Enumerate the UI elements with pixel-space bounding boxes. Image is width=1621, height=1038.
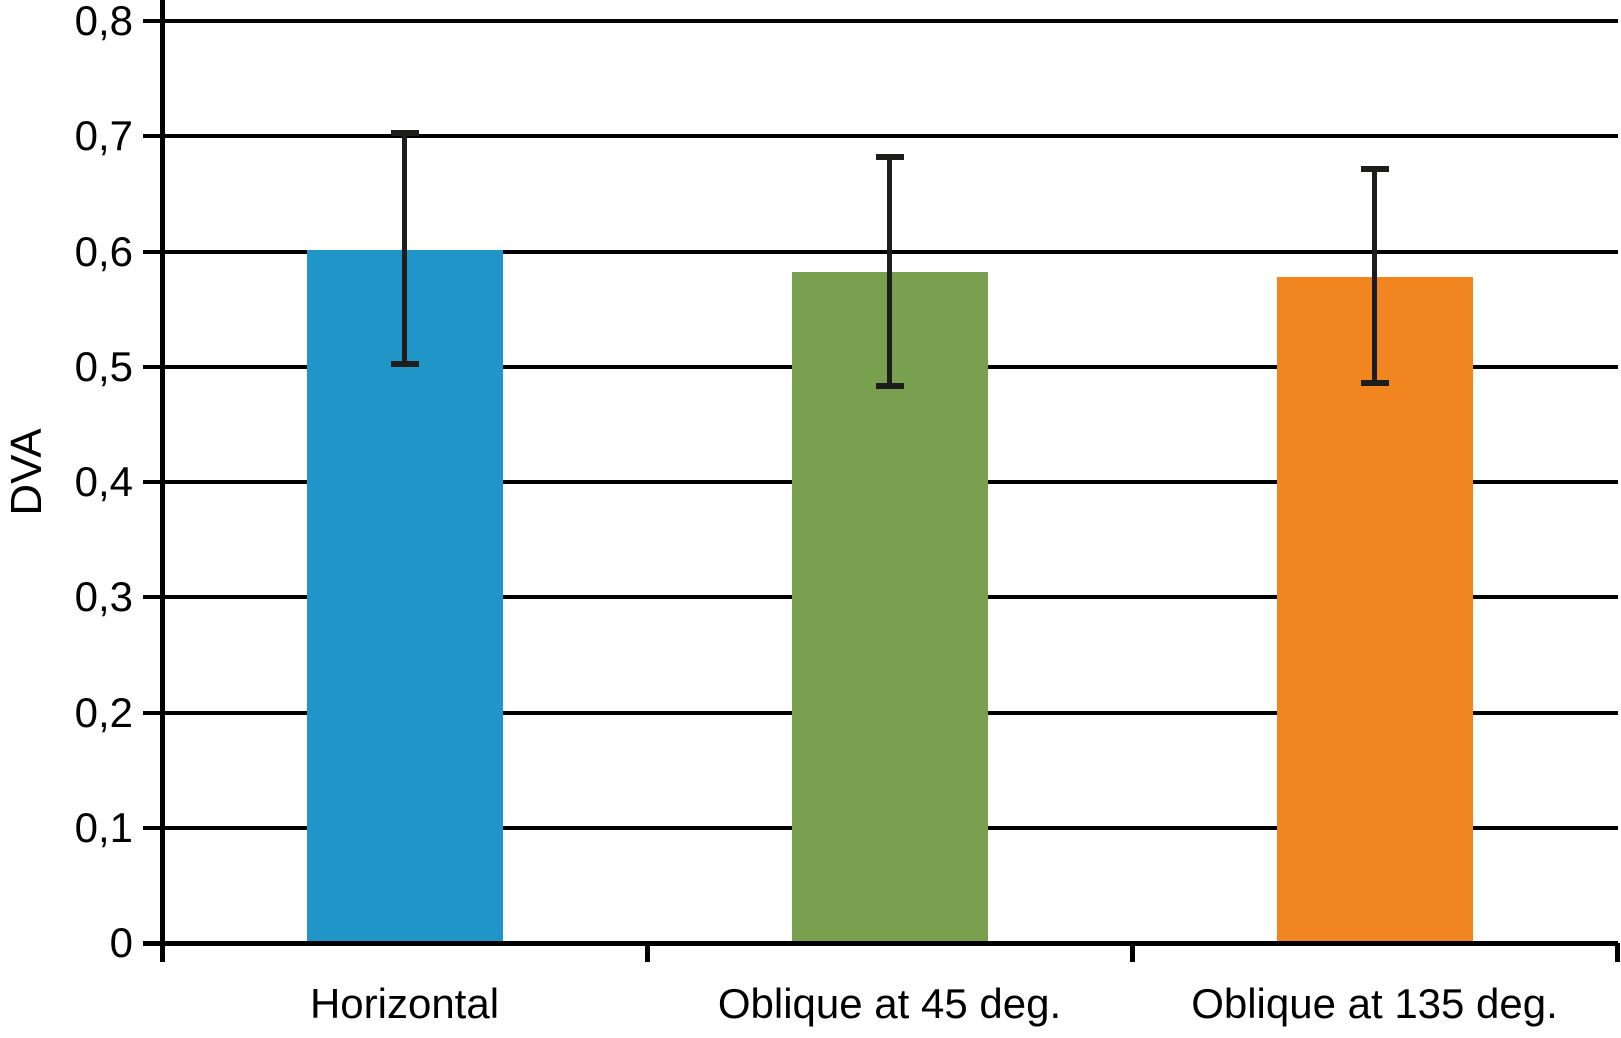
error-bar-line (1372, 168, 1377, 383)
y-tick-label: 0,3 (74, 573, 133, 621)
error-bar-cap-bottom (390, 361, 419, 368)
y-tick-label: 0,6 (74, 227, 133, 275)
x-axis-line (143, 940, 1618, 946)
y-tick-label: 0,4 (74, 458, 133, 505)
y-tick-label: 0,2 (74, 688, 133, 736)
error-bar-cap-top (875, 153, 904, 160)
error-bar-cap-top (1360, 165, 1389, 172)
error-bar-line (402, 132, 407, 365)
y-tick-label: 0,7 (74, 112, 133, 160)
x-axis-tick (644, 943, 650, 962)
gridline (143, 134, 1618, 139)
x-axis-tick (1614, 943, 1620, 962)
gridline (143, 249, 1618, 254)
y-tick-label: 0 (109, 919, 133, 966)
gridline (143, 19, 1618, 23)
bar-3 (1276, 276, 1473, 943)
x-category-label: Oblique at 45 deg. (717, 980, 1062, 1027)
error-bar-cap-bottom (1360, 379, 1389, 386)
y-tick-label: 0,5 (74, 342, 133, 390)
y-tick-label: 0,1 (74, 803, 133, 851)
error-bar-cap-top (390, 129, 419, 136)
x-axis-tick (1129, 943, 1135, 962)
x-category-label: Horizontal (309, 980, 500, 1027)
y-axis-line (159, 0, 165, 962)
x-category-label: Oblique at 135 deg. (1191, 980, 1558, 1027)
error-bar-cap-bottom (875, 383, 904, 390)
y-tick-label: 0,8 (74, 0, 133, 44)
error-bar-line (887, 156, 892, 387)
